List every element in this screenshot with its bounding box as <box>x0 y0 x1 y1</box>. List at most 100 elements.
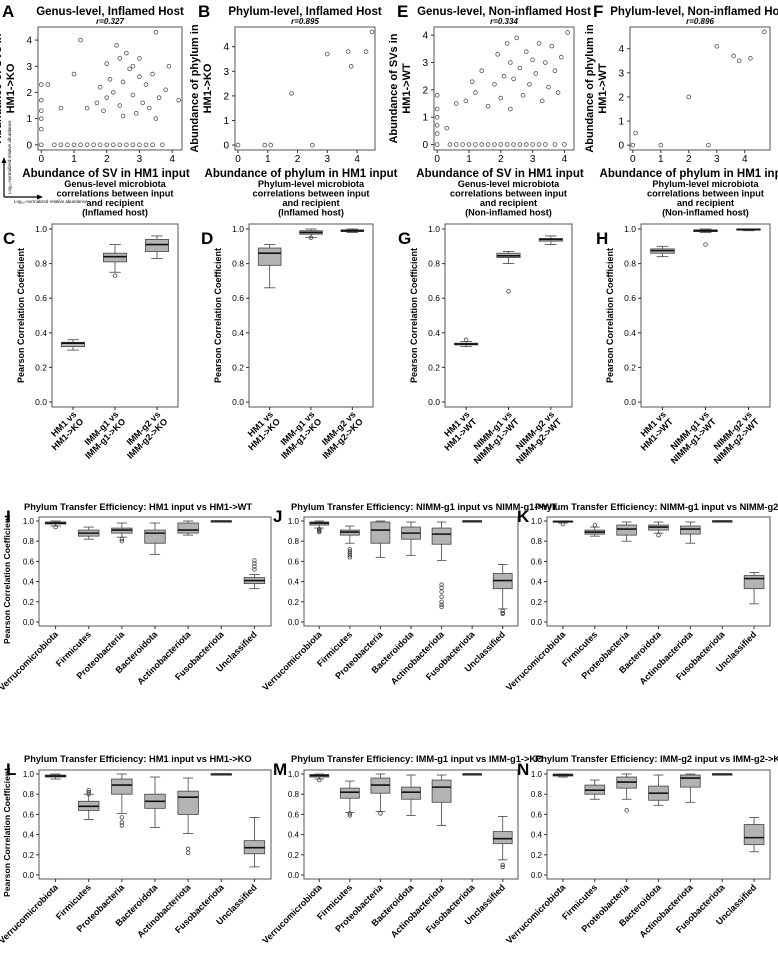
panel-title: Phylum Transfer Efficiency: NIMM-g1 inpu… <box>535 502 778 512</box>
data-point <box>153 29 159 35</box>
data-point <box>536 41 542 46</box>
y-tick-label: 1.0 <box>288 770 300 779</box>
data-point <box>514 35 520 41</box>
panel-letter: B <box>198 2 210 21</box>
x-category-label: NIMM-g1 vsNIMM-g1->WT <box>465 409 522 466</box>
data-point <box>78 37 83 43</box>
outlier-point <box>252 567 257 572</box>
outlier-point <box>86 789 91 795</box>
y-tick-label: 1 <box>223 116 229 127</box>
panel-title: correlations between input <box>647 189 764 199</box>
data-point <box>473 90 478 95</box>
x-tick-label: 3 <box>714 154 720 165</box>
outlier-point <box>624 808 629 813</box>
y-tick-label: 3 <box>618 68 624 79</box>
data-point <box>133 111 139 116</box>
data-point <box>146 105 152 111</box>
x-axis-label: Abundance of SV in HM1 input <box>22 168 190 180</box>
y-tick-label: 0.0 <box>35 397 47 407</box>
outlier-point <box>500 608 505 614</box>
outlier-point <box>347 551 353 556</box>
data-point <box>562 142 567 147</box>
y-tick-label: 0.8 <box>531 537 543 546</box>
data-point <box>498 95 504 101</box>
data-point <box>549 43 555 49</box>
x-category-label: Actinobacteriota <box>637 629 695 687</box>
box <box>680 525 701 535</box>
outlier-point <box>592 522 597 528</box>
data-point <box>176 97 182 103</box>
data-point <box>469 79 475 84</box>
y-tick-label: 1.0 <box>428 224 440 234</box>
data-point <box>495 52 500 57</box>
y-axis-label: HM1->KO <box>202 63 214 113</box>
data-point <box>45 82 51 87</box>
y-tick-label: 0.0 <box>23 618 35 627</box>
data-point <box>508 106 513 112</box>
data-point <box>736 58 742 64</box>
panel-title: Phylum Transfer Efficiency: IMM-g1 input… <box>291 754 543 764</box>
x-tick-label: 4 <box>169 154 175 165</box>
y-tick-label: 0.4 <box>232 328 244 338</box>
panel-letter: E <box>397 2 408 21</box>
y-axis-label: HM1->WT <box>597 63 609 114</box>
outlier-point <box>317 777 322 783</box>
y-tick-label: 0.2 <box>23 851 35 860</box>
data-point <box>110 142 116 148</box>
y-tick-label: 1.0 <box>288 517 300 526</box>
panel-letter: M <box>273 760 287 779</box>
panel-title: Phylum Transfer Efficiency: HM1 input vs… <box>24 502 252 512</box>
data-point <box>38 82 44 87</box>
box <box>144 529 166 544</box>
y-tick-label: 4 <box>422 31 428 42</box>
y-tick-label: 0.2 <box>288 598 300 607</box>
data-point <box>686 94 692 100</box>
y-tick-label: 3 <box>422 58 428 69</box>
data-point <box>38 142 44 148</box>
panel-letter: H <box>596 229 608 248</box>
box <box>431 527 452 545</box>
data-point <box>71 71 77 77</box>
data-point <box>520 93 526 98</box>
x-tick-label: 1 <box>265 154 271 165</box>
outlier-point <box>86 787 91 793</box>
x-category-label: NIMM-g1 vsNIMM-g1->WT <box>662 409 719 466</box>
data-point <box>508 60 513 65</box>
outlier-point <box>308 235 314 240</box>
y-tick-label: 1.0 <box>531 517 543 526</box>
data-point <box>163 87 168 93</box>
outlier-point <box>439 589 444 594</box>
data-point <box>543 60 548 65</box>
y-axis-label: Pearson Correlation Coefficient <box>605 248 615 383</box>
data-point <box>153 116 159 121</box>
data-point <box>348 64 354 69</box>
y-tick-label: 0.8 <box>428 259 440 269</box>
data-point <box>434 123 440 128</box>
data-point <box>517 142 523 147</box>
y-tick-label: 2 <box>422 85 428 96</box>
panel-title: (Inflamed host) <box>82 208 148 218</box>
data-point <box>706 142 711 148</box>
y-axis-label: Pearson Correlation Coefficient <box>409 248 419 383</box>
outlier-point <box>378 811 383 816</box>
y-tick-label: 0 <box>422 140 428 151</box>
y-tick-label: 4 <box>26 36 32 47</box>
outlier-point <box>119 815 125 820</box>
box <box>177 522 199 534</box>
correlation-label: r=0.334 <box>490 17 518 26</box>
y-tick-label: 0.6 <box>35 293 47 303</box>
data-point <box>150 71 155 77</box>
outlier-point <box>347 553 353 558</box>
y-tick-label: 0.2 <box>232 362 244 372</box>
x-category-label: IMM-g1 vsIMM-g1->KO <box>272 409 323 460</box>
x-category-label: Verrucomicrobiota <box>504 882 568 946</box>
y-tick-label: 0.4 <box>531 578 543 587</box>
data-point <box>262 142 268 148</box>
data-point <box>501 73 507 79</box>
data-point <box>527 82 532 87</box>
outlier-point <box>185 850 191 855</box>
y-tick-label: 0.4 <box>288 831 300 840</box>
box <box>61 341 85 348</box>
data-point <box>127 66 132 72</box>
